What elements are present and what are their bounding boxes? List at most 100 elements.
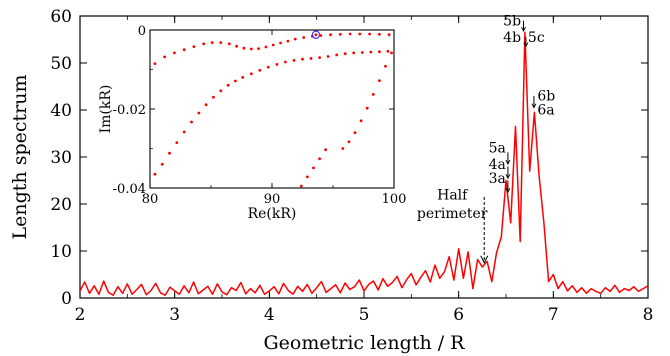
main-series-point [245,293,246,294]
inset-pole-point [341,147,345,150]
inset-x-tick-label: 100 [382,192,407,207]
inset-pole-point [286,39,290,43]
main-series-point [264,294,265,295]
main-annotation-label: 3a [489,171,506,187]
main-series-point [472,288,473,289]
inset-pole-point [192,45,196,48]
inset-pole-point [182,48,186,52]
inset-pole-point [275,63,279,66]
main-series-point [122,293,123,294]
main-x-tick-label: 7 [548,305,559,325]
main-series-point [524,32,525,33]
main-series-point [477,259,478,260]
main-annotation-label: 6a [537,103,554,119]
main-series-point [202,289,203,290]
inset-pole-point [371,93,375,96]
main-series-point [610,291,611,292]
inset-pole-point [368,32,371,36]
main-series-point [643,288,644,289]
inset-x-tick-label: 90 [264,192,281,207]
main-series-point [468,251,469,252]
main-series-point [326,292,327,293]
main-x-tick-label: 2 [75,305,86,325]
main-series-point [307,284,308,285]
main-series-point [231,287,232,288]
inset-pole-point [197,111,201,115]
main-series-point [576,292,577,293]
inset-pole-point [335,53,339,57]
main-y-tick-label: 60 [50,7,72,27]
inset-pole-point [318,157,321,161]
main-series-point [439,278,440,279]
main-series-point [562,281,563,282]
main-series-point [543,222,544,223]
main-series-point [207,286,208,287]
main-annotation-label: 5b [503,13,521,29]
main-series-point [184,285,185,286]
inset-pole-point [312,166,315,170]
main-series-point [98,294,99,295]
main-series-point [458,248,459,249]
main-x-axis-title: Geometric length / R [264,332,466,354]
main-series-point [496,252,497,253]
main-series-point [591,288,592,289]
inset-pole-point [160,162,164,166]
inset-pole-point [390,51,393,55]
main-series-point [340,292,341,293]
inset-pole-point [219,41,223,44]
inset-highlight-point [314,33,318,37]
inset-pole-point [387,33,391,37]
inset-pole-point [212,95,215,99]
main-series-point [226,294,227,295]
main-series-point [150,290,151,291]
main-series-line [80,31,648,296]
main-y-tick-label: 50 [50,54,72,74]
main-series-point [198,293,199,294]
main-series-point [344,282,345,283]
half-perimeter-arrowhead [480,255,489,264]
inset-pole-point [258,68,262,72]
inset-pole-point [378,79,381,82]
inset-pole-point [301,57,304,61]
inset-pole-point [257,47,260,50]
main-series-point [316,287,317,288]
main-series-point [572,285,573,286]
inset-pole-point [359,119,363,123]
main-series-point [259,285,260,286]
peak-5b-marker-head [521,26,526,33]
main-x-tick-label: 4 [264,305,275,325]
main-series-point [501,236,502,237]
main-series-point [278,293,279,294]
main-series-point [449,256,450,257]
inset-pole-point [249,47,253,51]
inset-pole-point [264,45,268,49]
main-series-point [212,294,213,295]
main-series-point [567,290,568,291]
main-series-point [581,287,582,288]
main-series-point [397,276,398,277]
inset-pole-point [329,33,332,37]
main-annotation-label: 4a [489,157,506,173]
inset-pole-point [352,51,356,55]
inset-pole-point [226,83,230,87]
main-annotation-label: 5c [528,30,545,46]
inset-pole-point [210,41,214,44]
peak-3a-marker-head [505,188,511,194]
main-series-point [430,281,431,282]
main-series-point [354,286,355,287]
main-series-point [311,293,312,294]
main-series-point [359,280,360,281]
main-series-point [174,290,175,291]
inset-pole-point [234,79,237,83]
inset-pole-point [358,32,362,36]
inset-pole-point [204,103,208,107]
main-series-point [420,277,421,278]
inset-pole-point [190,120,193,124]
inset-pole-point [369,50,373,54]
main-series-point [539,175,540,176]
main-series-point [368,284,369,285]
main-series-point [392,282,393,283]
main-series-point [628,290,629,291]
main-series-point [302,291,303,292]
main-series-point [193,281,194,282]
